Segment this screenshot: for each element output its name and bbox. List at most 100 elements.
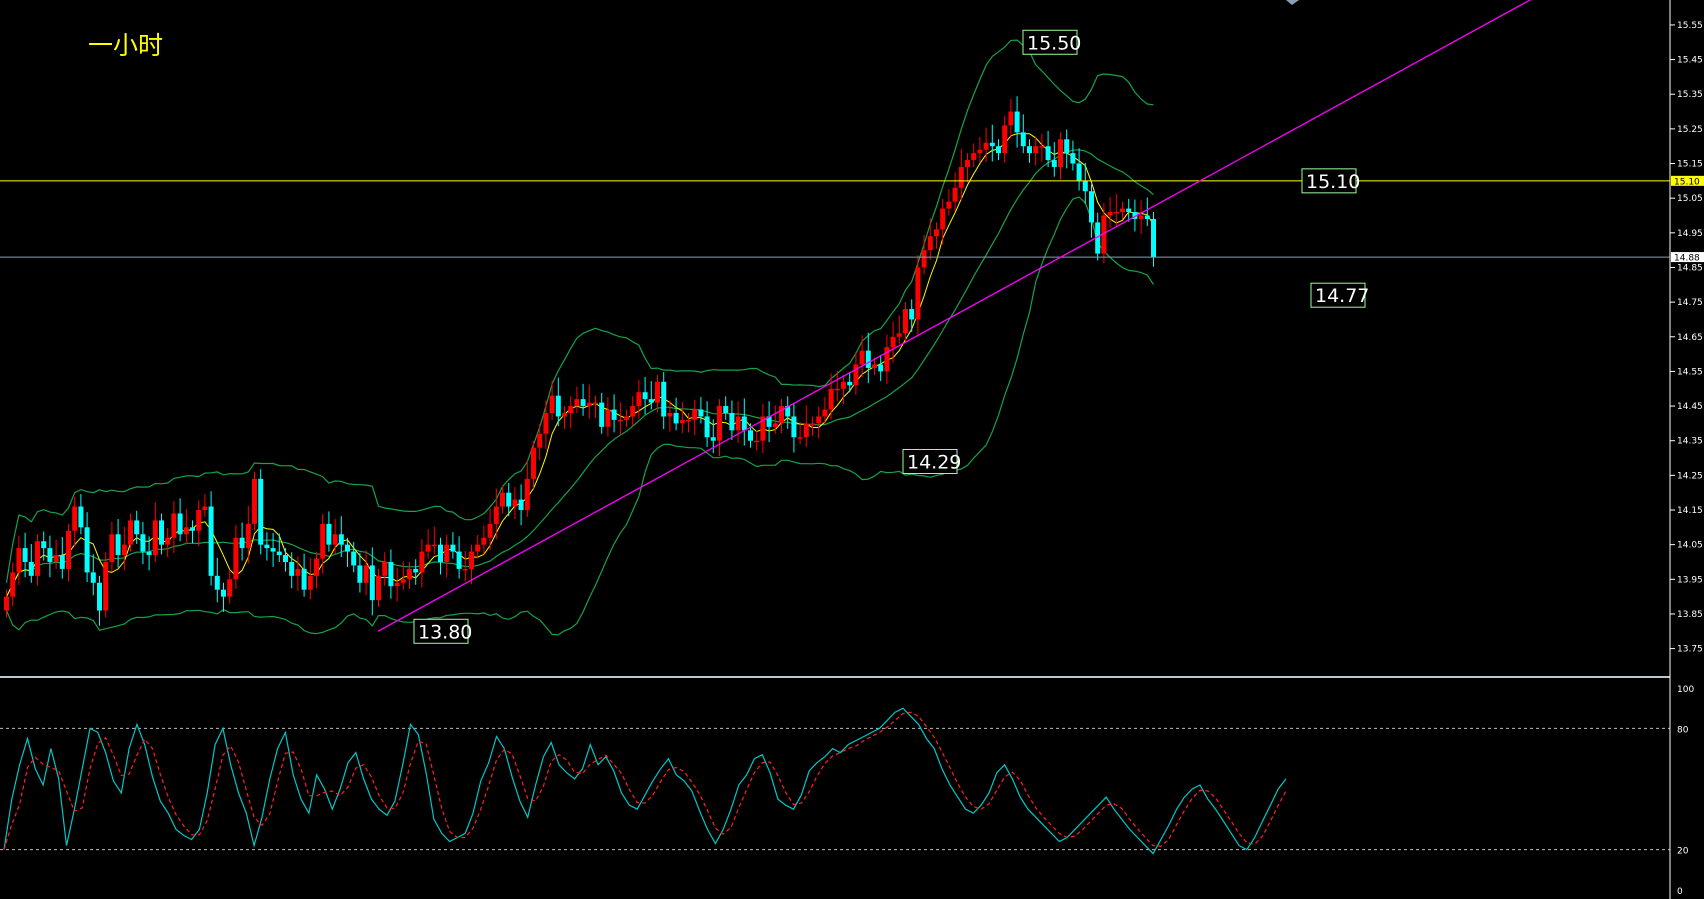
bollinger-upper [5, 39, 1154, 583]
candle-body [834, 388, 840, 391]
candle-body [413, 568, 419, 573]
trendline-line [377, 0, 1532, 632]
candle-body [28, 561, 34, 576]
candle-body [10, 572, 16, 597]
callout-label: 15.10 [1306, 171, 1360, 193]
candle-body [524, 478, 530, 511]
candle-body [208, 506, 214, 576]
candle-body [84, 527, 90, 573]
candle-body [1095, 222, 1101, 254]
candle-body [797, 437, 803, 439]
callout-label: 15.50 [1027, 32, 1081, 54]
candle-body [735, 416, 741, 431]
level-axis-badge [1671, 252, 1704, 263]
bollinger-middle [5, 149, 1154, 597]
candle-body [487, 523, 493, 538]
candle-body [41, 541, 47, 549]
candle-body [394, 582, 400, 587]
price-tick-label: 15.25 [1677, 125, 1703, 135]
candle-body [878, 364, 884, 372]
candle-body [121, 544, 127, 556]
candle-body [506, 492, 512, 507]
candle-body [59, 555, 65, 569]
candle-body [115, 534, 121, 556]
candle-body [605, 409, 611, 427]
candle-body [53, 555, 59, 562]
candle-body [1051, 160, 1057, 167]
candle-body [258, 478, 264, 545]
candle-body [1082, 180, 1088, 192]
candle-body [543, 412, 549, 434]
candle-body [996, 146, 1001, 154]
candle-body [1120, 208, 1125, 213]
candle-body [884, 347, 890, 372]
candle-body [667, 412, 673, 417]
candle-body [655, 381, 660, 403]
candle-body [599, 402, 605, 427]
candle-body [741, 416, 747, 431]
candle-body [140, 534, 146, 552]
candle-body [425, 544, 431, 552]
price-tick-label: 15.45 [1677, 56, 1703, 66]
candle-body [772, 423, 778, 427]
candle-body [723, 406, 729, 413]
candle-body [134, 520, 140, 535]
stoch-tick-label: 0 [1677, 887, 1683, 897]
candle-body [462, 568, 468, 571]
candle-body [903, 309, 908, 334]
candle-body [642, 392, 648, 400]
candle-body [332, 534, 338, 545]
candle-body [245, 523, 251, 549]
candle-body [555, 395, 561, 417]
stoch-d-line [3, 711, 1287, 850]
candle-body [276, 551, 282, 556]
price-tick-label: 14.35 [1677, 437, 1703, 447]
candle-body [847, 381, 853, 386]
candle-body [1138, 215, 1144, 219]
candle-body [450, 544, 456, 552]
price-tick-label: 15.55 [1677, 21, 1703, 31]
price-tick-label: 13.75 [1677, 645, 1703, 655]
candle-body [704, 416, 710, 438]
candle-body [754, 440, 760, 443]
candle-body [202, 506, 208, 511]
candle-body [717, 406, 722, 441]
candle-body [326, 523, 332, 545]
candle-body [568, 406, 574, 413]
candle-body [214, 575, 220, 590]
candle-body [388, 561, 394, 587]
candle-body [320, 523, 326, 559]
candle-body [376, 575, 381, 601]
candle-body [927, 236, 933, 251]
candle-body [177, 513, 183, 535]
candle-body [456, 551, 462, 569]
candle-body [611, 409, 617, 420]
bollinger-lower [5, 196, 1155, 636]
candle-body [1076, 163, 1082, 181]
candle-body [35, 541, 40, 576]
candle-body [419, 551, 425, 573]
candle-body [351, 551, 357, 566]
candle-body [90, 572, 96, 583]
candle-body [580, 399, 586, 407]
candle-body [152, 520, 158, 556]
price-tick-label: 14.15 [1677, 506, 1703, 516]
candle-body [295, 568, 301, 576]
candle-body [779, 406, 784, 424]
price-tick-label: 15.15 [1677, 160, 1703, 170]
candle-body [128, 520, 133, 545]
callout-label: 14.29 [907, 452, 961, 474]
candle-body [1126, 208, 1132, 213]
candle-body [661, 381, 667, 417]
candle-body [1144, 215, 1150, 219]
candle-body [965, 160, 970, 167]
candle-body [1132, 212, 1138, 219]
candle-body [407, 568, 412, 580]
price-tick-label: 15.35 [1677, 90, 1703, 100]
callout-box [413, 618, 469, 644]
price-tick-label: 14.45 [1677, 402, 1703, 412]
candle-body [109, 534, 115, 562]
candle-body [357, 565, 363, 583]
candle-body [748, 430, 753, 441]
